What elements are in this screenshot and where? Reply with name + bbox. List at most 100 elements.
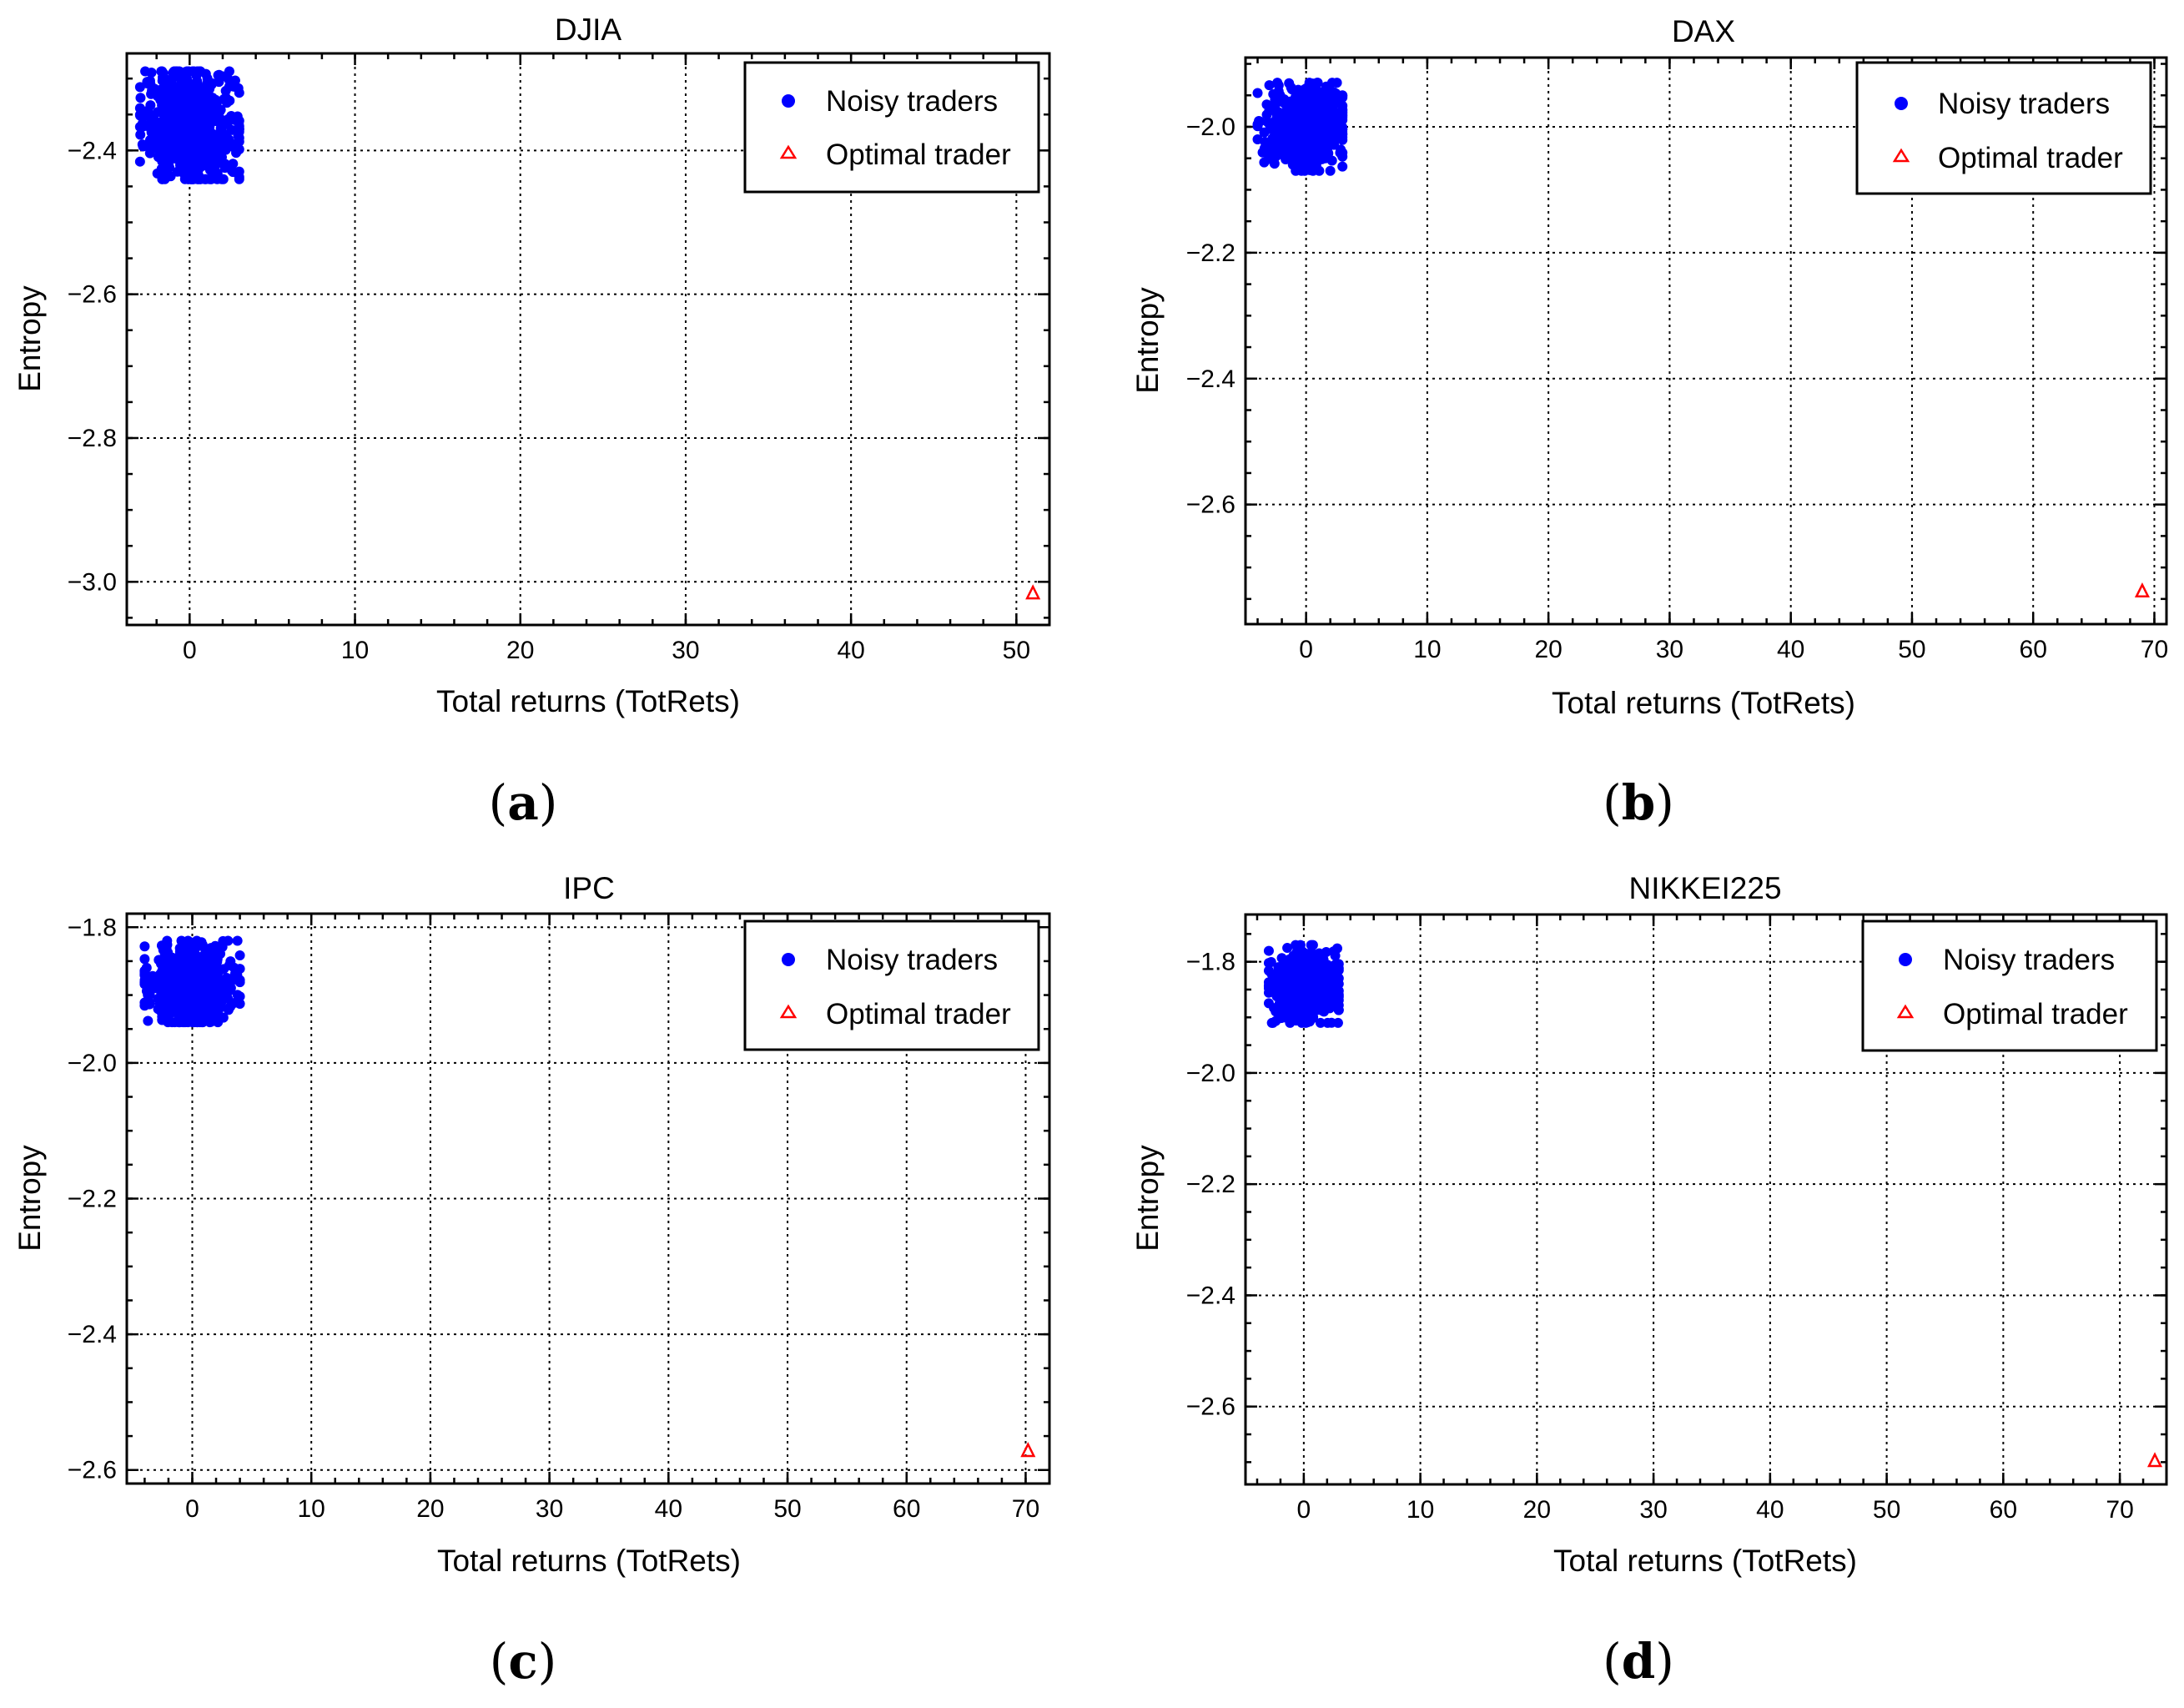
noisy-trader-point bbox=[1301, 986, 1312, 997]
noisy-trader-point bbox=[194, 150, 204, 161]
noisy-trader-point bbox=[144, 148, 155, 159]
x-tick-label: 50 bbox=[1898, 636, 1925, 663]
noisy-trader-point bbox=[146, 68, 157, 78]
noisy-trader-point bbox=[1286, 109, 1296, 120]
noisy-trader-point bbox=[1316, 111, 1326, 122]
noisy-trader-point bbox=[1283, 1005, 1294, 1015]
noisy-trader-point bbox=[1254, 117, 1265, 128]
x-axis-label: Total returns (TotRets) bbox=[1552, 686, 1855, 720]
noisy-trader-point bbox=[1263, 150, 1274, 161]
noisy-trader-point bbox=[179, 102, 190, 113]
legend-noisy-label: Noisy traders bbox=[1943, 944, 2115, 976]
panel-label: (b) bbox=[1603, 774, 1674, 831]
noisy-trader-point bbox=[215, 139, 226, 149]
noisy-trader-point bbox=[1321, 947, 1331, 958]
legend-noisy-marker bbox=[782, 953, 795, 966]
plot-frame bbox=[125, 52, 1051, 627]
x-tick-label: 10 bbox=[1413, 636, 1441, 663]
noisy-trader-point bbox=[1295, 95, 1306, 106]
noisy-trader-point bbox=[143, 77, 154, 88]
noisy-trader-point bbox=[215, 949, 226, 960]
noisy-trader-point bbox=[191, 70, 202, 81]
noisy-trader-point bbox=[196, 1010, 207, 1020]
noisy-trader-point bbox=[1333, 995, 1344, 1005]
legend-optimal-marker bbox=[779, 144, 798, 159]
panel-letter: c bbox=[508, 1633, 537, 1690]
noisy-trader-point bbox=[1323, 82, 1334, 93]
noisy-trader-point bbox=[194, 93, 204, 103]
y-tick-label: −2.8 bbox=[68, 425, 117, 452]
noisy-trader-point bbox=[1311, 140, 1322, 151]
noisy-trader-point bbox=[1282, 943, 1293, 954]
x-tick-label: 40 bbox=[1756, 1496, 1784, 1524]
noisy-trader-point bbox=[234, 136, 244, 147]
noisy-trader-point bbox=[1276, 144, 1287, 154]
noisy-trader-point bbox=[1271, 151, 1282, 162]
panel-d: NIKKEI225 0 10 20 30 40 50 60 70 −1.8 −2.0 −2.2 −2.… bbox=[1130, 871, 2168, 1690]
noisy-trader-point bbox=[171, 100, 182, 111]
noisy-trader-point bbox=[218, 935, 229, 946]
noisy-trader-point bbox=[1304, 92, 1315, 103]
noisy-trader-point bbox=[1299, 165, 1310, 176]
optimal-trader-point bbox=[1025, 584, 1041, 600]
legend-box bbox=[1861, 919, 2158, 1052]
x-tick-label: 40 bbox=[1777, 636, 1804, 663]
noisy-trader-point bbox=[225, 956, 236, 967]
noisy-trader-point bbox=[1263, 987, 1274, 998]
noisy-trader-point bbox=[177, 76, 188, 87]
noisy-trader-point bbox=[194, 991, 204, 1002]
noisy-trader-point bbox=[174, 1017, 184, 1028]
noisy-trader-point bbox=[1311, 955, 1322, 965]
optimal-trader-point bbox=[2134, 582, 2150, 598]
noisy-trader-point bbox=[1284, 78, 1295, 88]
x-tick-label: 10 bbox=[341, 637, 369, 664]
x-tick-label: 0 bbox=[183, 637, 197, 664]
noisy-trader-point bbox=[1259, 127, 1270, 138]
legend: Noisy traders Optimal trader bbox=[743, 61, 1040, 194]
chart-title: NIKKEI225 bbox=[1628, 871, 1781, 905]
noisy-trader-point bbox=[168, 976, 179, 987]
noisy-trader-point bbox=[199, 972, 209, 983]
y-axis-label: Entropy bbox=[13, 285, 47, 392]
noisy-trader-point bbox=[204, 993, 214, 1004]
noisy-trader-point bbox=[1317, 985, 1328, 996]
legend-noisy-label: Noisy traders bbox=[1938, 88, 2110, 120]
noisy-trader-point bbox=[234, 950, 245, 960]
noisy-trader-point bbox=[219, 985, 230, 996]
noisy-trader-point bbox=[146, 127, 157, 138]
noisy-trader-point bbox=[1279, 93, 1290, 104]
x-tick-label: 10 bbox=[1407, 1496, 1434, 1524]
noisy-trader-point bbox=[159, 156, 169, 167]
noisy-trader-point bbox=[1300, 83, 1311, 94]
noisy-trader-point bbox=[1263, 945, 1274, 956]
noisy-trader-point bbox=[1263, 965, 1274, 976]
noisy-trader-point bbox=[1252, 88, 1263, 98]
panel-c: IPC 0 10 20 30 40 50 60 70−1.8−2.0−2.2−2.4−2.6 … bbox=[13, 871, 1051, 1690]
noisy-trader-point bbox=[169, 131, 179, 142]
noisy-trader-point bbox=[153, 955, 164, 965]
noisy-trader-point bbox=[206, 965, 217, 975]
x-tick-label: 60 bbox=[893, 1495, 920, 1523]
noisy-trader-point bbox=[188, 127, 199, 138]
noisy-trader-point bbox=[164, 968, 175, 979]
y-axis-label: Entropy bbox=[13, 1145, 47, 1252]
legend: Noisy traders Optimal trader bbox=[743, 919, 1040, 1051]
legend-optimal-label: Optimal trader bbox=[1943, 998, 2128, 1030]
noisy-trader-point bbox=[143, 1015, 153, 1026]
x-tick-label: 70 bbox=[2106, 1496, 2133, 1524]
noisy-trader-point bbox=[139, 954, 150, 965]
noisy-trader-point bbox=[192, 980, 203, 990]
noisy-trader-point bbox=[1286, 1013, 1297, 1024]
noisy-trader-point bbox=[1277, 980, 1288, 990]
noisy-trader-point bbox=[1293, 967, 1304, 978]
noisy-trader-point bbox=[167, 1017, 178, 1028]
chart-title: DJIA bbox=[555, 13, 622, 47]
legend-box bbox=[1855, 61, 2152, 195]
x-tick-label: 20 bbox=[416, 1495, 444, 1523]
x-tick-label: 20 bbox=[1534, 636, 1562, 663]
noisy-trader-point bbox=[1280, 116, 1291, 127]
noisy-trader-point bbox=[1331, 78, 1342, 88]
noisy-trader-point bbox=[1266, 1017, 1277, 1028]
y-tick-label: −2.0 bbox=[1186, 113, 1235, 141]
noisy-trader-point bbox=[209, 1005, 220, 1015]
